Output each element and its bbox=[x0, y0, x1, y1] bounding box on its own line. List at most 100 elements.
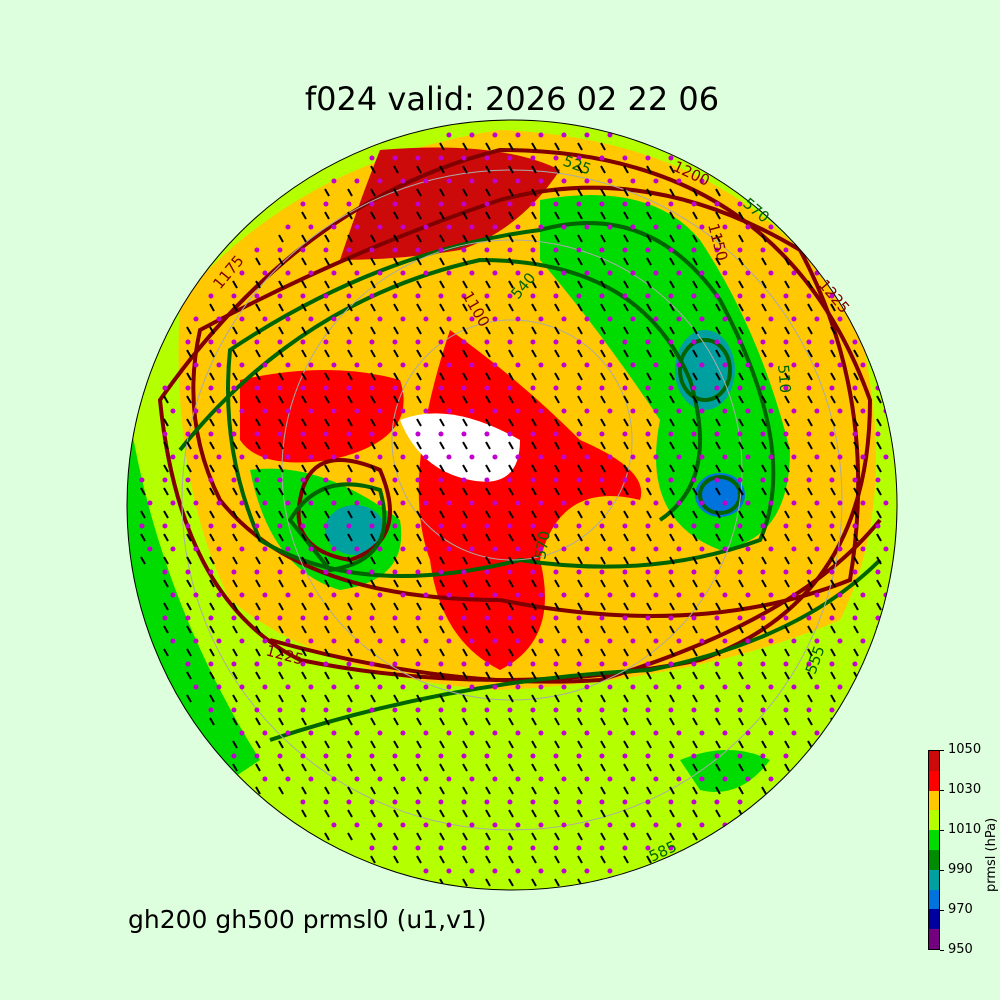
wind-point bbox=[630, 454, 636, 460]
wind-barb bbox=[531, 832, 537, 841]
wind-point bbox=[653, 776, 659, 782]
wind-point bbox=[369, 753, 375, 759]
wind-point bbox=[576, 523, 582, 529]
wind-point bbox=[599, 477, 605, 483]
wind-barb bbox=[416, 165, 422, 174]
wind-point bbox=[285, 316, 291, 322]
wind-barb bbox=[278, 671, 284, 680]
wind-barb bbox=[301, 625, 307, 634]
wind-point bbox=[691, 661, 697, 667]
wind-barb bbox=[623, 349, 629, 358]
wind-point bbox=[331, 316, 337, 322]
wind-point bbox=[162, 385, 168, 391]
wind-barb bbox=[554, 579, 560, 588]
wind-barb bbox=[232, 556, 238, 565]
figure-title: f024 valid: 2026 02 22 06 bbox=[304, 80, 720, 118]
wind-point bbox=[538, 684, 544, 690]
wind-point bbox=[323, 293, 329, 299]
wind-point bbox=[576, 615, 582, 621]
wind-barb bbox=[531, 579, 537, 588]
wind-point bbox=[254, 753, 260, 759]
wind-barb bbox=[669, 694, 675, 703]
wind-barb bbox=[600, 832, 606, 841]
wind-barb bbox=[600, 464, 606, 473]
wind-barb bbox=[600, 234, 606, 243]
wind-point bbox=[507, 799, 513, 805]
wind-point bbox=[423, 362, 429, 368]
colorbar-tick-label: 1030 bbox=[948, 782, 982, 797]
wind-point bbox=[722, 500, 728, 506]
wind-point bbox=[668, 431, 674, 437]
wind-barb bbox=[462, 234, 468, 243]
wind-barb bbox=[370, 257, 376, 266]
wind-barb bbox=[554, 211, 560, 220]
wind-barb bbox=[278, 418, 284, 427]
wind-point bbox=[369, 293, 375, 299]
wind-point bbox=[300, 431, 306, 437]
wind-point bbox=[653, 500, 659, 506]
wind-barb bbox=[876, 533, 882, 542]
wind-barb bbox=[646, 510, 652, 519]
wind-barb bbox=[531, 694, 537, 703]
wind-point bbox=[829, 293, 835, 299]
wind-barb bbox=[140, 533, 146, 542]
wind-barb bbox=[669, 188, 675, 197]
wind-barb bbox=[738, 395, 744, 404]
wind-point bbox=[691, 523, 697, 529]
wind-point bbox=[461, 799, 467, 805]
wind-barb bbox=[623, 510, 629, 519]
wind-point bbox=[584, 592, 590, 598]
wind-point bbox=[676, 638, 682, 644]
wind-barb bbox=[232, 349, 238, 358]
wind-point bbox=[392, 523, 398, 529]
wind-barb bbox=[577, 510, 583, 519]
wind-barb bbox=[324, 809, 330, 818]
wind-point bbox=[377, 638, 383, 644]
wind-barb bbox=[485, 487, 491, 496]
wind-barb bbox=[646, 165, 652, 174]
wind-point bbox=[515, 822, 521, 828]
wind-point bbox=[814, 408, 820, 414]
wind-barb bbox=[577, 556, 583, 565]
wind-point bbox=[768, 224, 774, 230]
wind-barb bbox=[600, 533, 606, 542]
wind-barb bbox=[738, 763, 744, 772]
wind-point bbox=[392, 615, 398, 621]
wind-barb bbox=[646, 211, 652, 220]
wind-point bbox=[446, 362, 452, 368]
wind-barb bbox=[554, 257, 560, 266]
colorbar-segment bbox=[929, 770, 939, 791]
wind-point bbox=[392, 201, 398, 207]
wind-point bbox=[837, 316, 843, 322]
wind-point bbox=[369, 845, 375, 851]
wind-point bbox=[461, 615, 467, 621]
wind-point bbox=[216, 316, 222, 322]
wind-point bbox=[254, 569, 260, 575]
wind-point bbox=[438, 845, 444, 851]
wind-barb bbox=[255, 372, 261, 381]
wind-point bbox=[193, 316, 199, 322]
wind-barb bbox=[439, 303, 445, 312]
wind-barb bbox=[738, 694, 744, 703]
wind-point bbox=[323, 569, 329, 575]
wind-point bbox=[185, 615, 191, 621]
wind-barb bbox=[784, 740, 790, 749]
wind-barb bbox=[416, 464, 422, 473]
wind-point bbox=[791, 592, 797, 598]
wind-point bbox=[607, 224, 613, 230]
wind-point bbox=[745, 638, 751, 644]
wind-point bbox=[622, 615, 628, 621]
wind-barb bbox=[715, 303, 721, 312]
wind-barb bbox=[439, 809, 445, 818]
wind-point bbox=[538, 638, 544, 644]
wind-barb bbox=[715, 326, 721, 335]
wind-barb bbox=[462, 487, 468, 496]
wind-point bbox=[277, 707, 283, 713]
wind-barb bbox=[554, 372, 560, 381]
wind-barb bbox=[416, 234, 422, 243]
wind-point bbox=[599, 753, 605, 759]
wind-barb bbox=[692, 303, 698, 312]
wind-barb bbox=[531, 303, 537, 312]
wind-point bbox=[691, 293, 697, 299]
wind-point bbox=[323, 247, 329, 253]
